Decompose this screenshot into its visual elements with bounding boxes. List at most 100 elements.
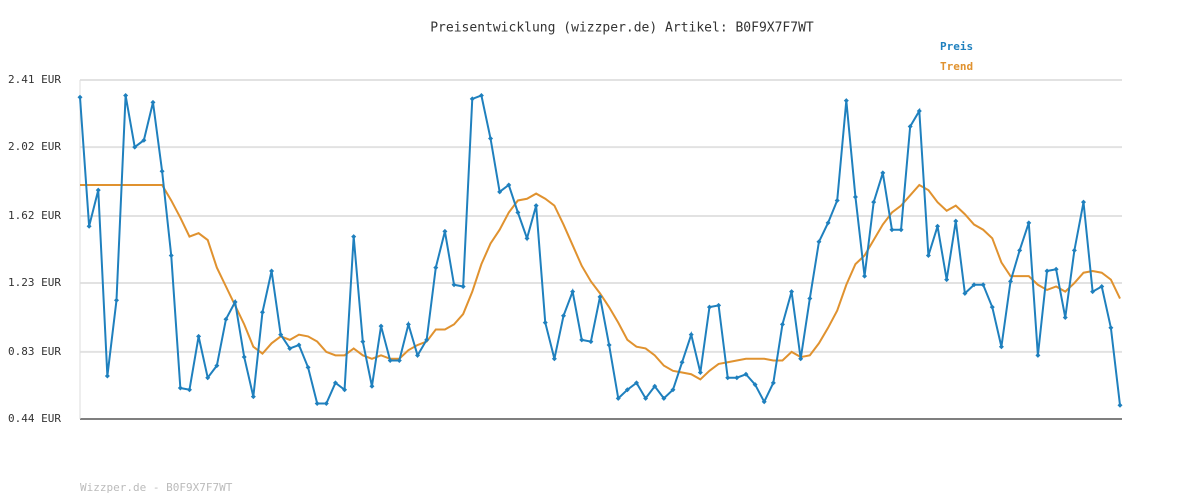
point-marker (789, 289, 795, 295)
point-marker (597, 294, 603, 300)
point-marker (871, 199, 877, 205)
point-marker (1026, 220, 1032, 226)
point-marker (1090, 289, 1096, 295)
point-marker (95, 187, 101, 193)
point-marker (1044, 268, 1050, 274)
point-marker (670, 387, 676, 393)
point-marker (323, 401, 329, 407)
point-marker (807, 296, 813, 302)
point-marker (661, 395, 667, 401)
point-marker (478, 92, 484, 98)
point-marker (1099, 283, 1105, 289)
point-marker (816, 239, 822, 245)
point-marker (743, 371, 749, 377)
point-marker (889, 227, 895, 233)
point-marker (104, 373, 110, 379)
point-marker (907, 123, 913, 129)
point-marker (305, 364, 311, 370)
point-marker (697, 370, 703, 376)
point-marker (232, 299, 238, 305)
y-tick-label: 0.44 EUR (8, 412, 61, 425)
point-marker (588, 339, 594, 345)
point-marker (542, 320, 548, 326)
point-marker (998, 344, 1004, 350)
point-marker (570, 289, 576, 295)
point-marker (524, 235, 530, 241)
point-marker (734, 375, 740, 381)
y-tick-label: 0.83 EUR (8, 345, 61, 358)
point-marker (287, 345, 293, 351)
point-marker (1081, 199, 1087, 205)
point-marker (679, 359, 685, 365)
point-marker (916, 108, 922, 114)
point-marker (132, 144, 138, 150)
point-marker (1053, 266, 1059, 272)
point-marker (862, 273, 868, 279)
footer: Wizzper.de - B0F9X7F7WT (80, 481, 233, 494)
point-marker (177, 385, 183, 391)
point-marker (1008, 278, 1014, 284)
point-marker (989, 304, 995, 310)
point-marker (387, 357, 393, 363)
point-marker (369, 383, 375, 389)
point-marker (944, 277, 950, 283)
point-marker (761, 399, 767, 405)
point-marker (113, 297, 119, 303)
point-marker (962, 290, 968, 296)
point-marker (953, 218, 959, 224)
point-marker (579, 337, 585, 343)
point-marker (935, 223, 941, 229)
point-marker (843, 98, 849, 104)
point-marker (150, 99, 156, 105)
y-tick-label: 1.23 EUR (8, 276, 61, 289)
point-marker (779, 321, 785, 327)
point-marker (351, 234, 357, 240)
point-marker (652, 383, 658, 389)
point-marker (716, 302, 722, 308)
point-marker (624, 387, 630, 393)
point-marker (925, 253, 931, 259)
point-marker (378, 323, 384, 329)
point-marker (633, 380, 639, 386)
chart-title: Preisentwicklung (wizzper.de) Artikel: B… (430, 21, 814, 36)
point-marker (442, 228, 448, 234)
point-marker (561, 313, 567, 319)
point-marker (269, 268, 275, 274)
point-marker (360, 339, 366, 345)
point-marker (314, 401, 320, 407)
y-tick-label: 1.62 EUR (8, 209, 61, 222)
point-marker (205, 375, 211, 381)
point-marker (168, 253, 174, 259)
point-marker (186, 387, 192, 393)
point-marker (424, 337, 430, 343)
series-line (80, 183, 1121, 381)
point-marker (1035, 352, 1041, 358)
point-marker (159, 168, 165, 174)
point-marker (497, 189, 503, 195)
point-marker (898, 227, 904, 233)
point-marker (980, 282, 986, 288)
point-marker (798, 356, 804, 362)
point-marker (515, 210, 521, 216)
point-marker (725, 375, 731, 381)
point-marker (433, 265, 439, 271)
point-marker (223, 316, 229, 322)
point-marker (1062, 314, 1068, 320)
point-marker (1017, 247, 1023, 253)
point-marker (825, 220, 831, 226)
point-marker (332, 380, 338, 386)
point-marker (123, 92, 129, 98)
legend-label: Preis (940, 40, 973, 53)
y-tick-label: 2.02 EUR (8, 140, 61, 153)
point-marker (506, 182, 512, 188)
point-marker (834, 197, 840, 203)
point-marker (615, 395, 621, 401)
point-marker (77, 94, 83, 100)
point-marker (278, 332, 284, 338)
point-marker (706, 304, 712, 310)
point-marker (196, 333, 202, 339)
point-marker (415, 352, 421, 358)
point-marker (551, 356, 557, 362)
